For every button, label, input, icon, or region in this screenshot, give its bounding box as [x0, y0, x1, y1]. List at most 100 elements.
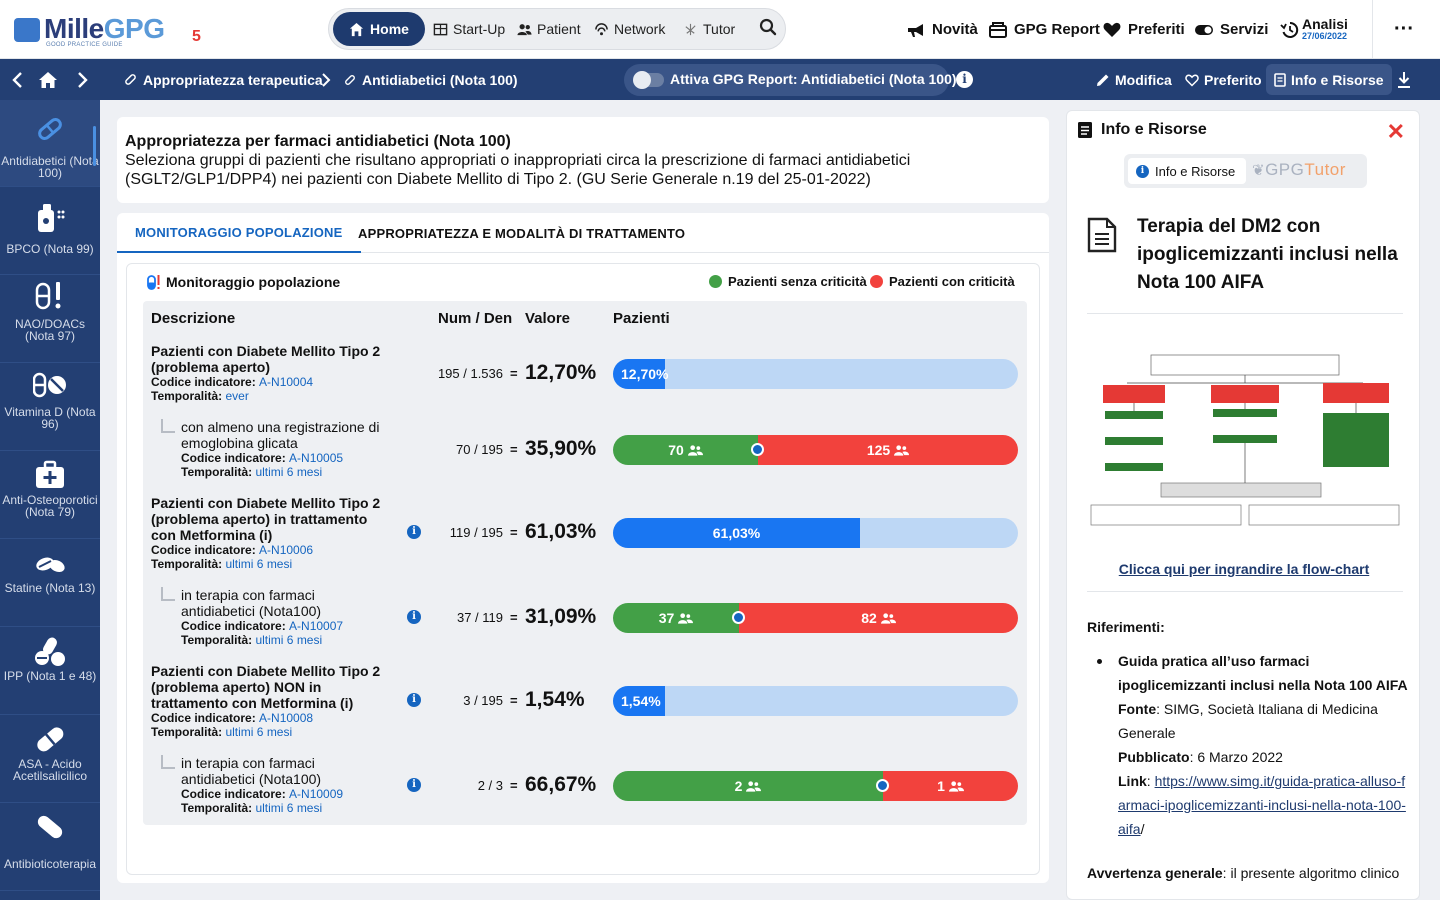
- percent-value: 66,67%: [525, 773, 597, 796]
- sidebar-item-vitamina-d[interactable]: Vitamina D (Nota 96): [0, 364, 100, 451]
- split-bar[interactable]: 70 125: [613, 435, 1018, 465]
- sidebar-item-nao[interactable]: NAO/DOACs (Nota 97): [0, 276, 100, 363]
- users-icon: [894, 445, 910, 456]
- sidebar-item-statine[interactable]: Statine (Nota 13): [0, 540, 100, 627]
- code-value[interactable]: A-N10005: [289, 451, 344, 465]
- code-value[interactable]: A-N10007: [289, 619, 344, 633]
- split-marker: [732, 611, 745, 624]
- temp-label: Temporalità:: [151, 557, 223, 571]
- millegpg-logo[interactable]: MilleGPG GOOD PRACTICE GUIDE 5: [14, 12, 204, 48]
- code-value[interactable]: A-N10006: [259, 543, 314, 557]
- split-bar[interactable]: 2 1: [613, 771, 1018, 801]
- ko-segment[interactable]: 82: [739, 603, 1018, 633]
- nav-startup[interactable]: Start-Up: [433, 12, 505, 46]
- table-row[interactable]: in terapia con farmaci antidiabetici (No…: [143, 755, 1027, 819]
- document-icon: [1274, 72, 1286, 87]
- sidebar-item-asa[interactable]: ASA - Acido Acetilsalicilico: [0, 716, 100, 803]
- sidebar-item-bpco[interactable]: BPCO (Nota 99): [0, 188, 100, 275]
- temp-label: Temporalità:: [181, 633, 253, 647]
- ok-segment[interactable]: 37: [613, 603, 739, 633]
- info-icon[interactable]: i: [407, 693, 421, 707]
- gpg-report-button[interactable]: GPG Report: [988, 0, 1100, 59]
- toggle-switch[interactable]: [633, 71, 664, 89]
- progress-label: 12,70%: [621, 366, 669, 382]
- ok-segment[interactable]: 70: [613, 435, 758, 465]
- info-icon[interactable]: i: [407, 778, 421, 792]
- ko-count: 125: [866, 442, 891, 458]
- nav-patient[interactable]: Patient: [517, 12, 581, 46]
- segment-info-risorse[interactable]: i Info e Risorse: [1128, 158, 1246, 184]
- ok-segment[interactable]: 2: [613, 771, 883, 801]
- temp-value: ultimi 6 mesi: [255, 633, 323, 647]
- alert-pill-icon: [147, 275, 160, 290]
- info-risorse-button[interactable]: Info e Risorse: [1266, 64, 1392, 95]
- nav-home[interactable]: Home: [333, 12, 425, 46]
- table-row[interactable]: Pazienti con Diabete Mellito Tipo 2 (pro…: [143, 495, 1027, 571]
- table-row[interactable]: Pazienti con Diabete Mellito Tipo 2 (pro…: [143, 663, 1027, 739]
- preferito-button[interactable]: Preferito: [1185, 59, 1262, 100]
- info-icon[interactable]: i: [407, 610, 421, 624]
- modifica-button[interactable]: Modifica: [1096, 59, 1172, 100]
- enlarge-flowchart-link[interactable]: Clicca qui per ingrandire la flow-chart: [1118, 561, 1370, 577]
- toggle-label: Attiva GPG Report: Antidiabetici (Nota 1…: [670, 71, 957, 87]
- page-title: Appropriatezza per farmaci antidiabetici…: [125, 133, 511, 150]
- code-label: Codice indicatore:: [181, 619, 286, 633]
- info-risorse-panel: Info e Risorse ✕ i Info e Risorse ❦GPGTu…: [1066, 110, 1420, 900]
- info-icon[interactable]: i: [956, 71, 973, 88]
- ko-segment[interactable]: 125: [758, 435, 1018, 465]
- tab-bar: MONITORAGGIO POPOLAZIONE APPROPRIATEZZA …: [117, 213, 1049, 253]
- preferiti-button[interactable]: Preferiti: [1102, 0, 1185, 59]
- tab-monitoraggio-popolazione[interactable]: MONITORAGGIO POPOLAZIONE: [117, 213, 361, 253]
- segment-gpg-tutor[interactable]: ❦GPGTutor: [1252, 160, 1346, 180]
- gpg-report-toggle[interactable]: Attiva GPG Report: Antidiabetici (Nota 1…: [624, 64, 957, 96]
- row-code: Codice indicatore: A-N10005: [181, 451, 391, 465]
- tutor-icon: [685, 23, 696, 35]
- forward-arrow-icon[interactable]: [72, 70, 92, 90]
- modifica-label: Modifica: [1115, 71, 1172, 88]
- nav-network[interactable]: Network: [594, 12, 665, 46]
- flow-chart-image[interactable]: [1087, 353, 1403, 533]
- sidebar-item-ipp[interactable]: IPP (Nota 1 e 48): [0, 628, 100, 715]
- users-icon: [948, 781, 964, 792]
- table-row[interactable]: in terapia con farmaci antidiabetici (No…: [143, 587, 1027, 651]
- table-row[interactable]: Pazienti con Diabete Mellito Tipo 2 (pro…: [143, 343, 1027, 407]
- num-den-value: 70 / 195: [456, 442, 503, 457]
- novita-button[interactable]: Novità: [906, 0, 978, 59]
- more-menu-icon[interactable]: ···: [1394, 18, 1414, 40]
- code-value[interactable]: A-N10009: [289, 787, 344, 801]
- code-value[interactable]: A-N10008: [259, 711, 314, 725]
- progress-bar[interactable]: 1,54%: [613, 686, 1018, 716]
- breadcrumb-item-antidiabetici[interactable]: Antidiabetici (Nota 100): [344, 59, 518, 100]
- topbar-divider: [1372, 0, 1373, 59]
- equals-sign: =: [510, 525, 518, 540]
- segment-tutor-a: GPG: [1265, 160, 1305, 179]
- code-value[interactable]: A-N10004: [259, 375, 314, 389]
- legend-ko: Pazienti con criticità: [870, 274, 1015, 289]
- sidebar-label: Anti-Osteoporotici (Nota 79): [2, 493, 98, 519]
- home-icon[interactable]: [38, 70, 58, 90]
- table-row[interactable]: con almeno una registrazione di emoglobi…: [143, 419, 1027, 483]
- download-icon[interactable]: [1396, 71, 1412, 89]
- sidebar-item-antibioticoterapia[interactable]: Antibioticoterapia: [0, 804, 100, 891]
- progress-bar[interactable]: 61,03%: [613, 518, 1018, 548]
- sidebar-item-anti-osteoporotici[interactable]: Anti-Osteoporotici (Nota 79): [0, 452, 100, 539]
- reference-link[interactable]: https://www.simg.it/guida-pratica-alluso…: [1118, 773, 1406, 837]
- percent-value: 35,90%: [525, 437, 597, 460]
- close-icon[interactable]: ✕: [1386, 119, 1405, 144]
- split-bar[interactable]: 37 82: [613, 603, 1018, 633]
- servizi-button[interactable]: Servizi: [1194, 0, 1268, 59]
- sidebar-item-antidiabetici[interactable]: Antidiabetici (Nota 100): [0, 100, 100, 187]
- info-icon[interactable]: i: [407, 525, 421, 539]
- resource-heading: Terapia del DM2 con ipoglicemizzanti inc…: [1137, 216, 1398, 293]
- ko-segment[interactable]: 1: [883, 771, 1018, 801]
- search-icon[interactable]: [759, 18, 777, 36]
- tab-appropriatezza-trattamento[interactable]: APPROPRIATEZZA E MODALITÀ DI TRATTAMENTO: [358, 213, 685, 253]
- logo-version: 5: [192, 28, 201, 45]
- progress-bar[interactable]: 12,70%: [613, 359, 1018, 389]
- breadcrumb-item-appropriatezza[interactable]: Appropriatezza terapeutica: [124, 59, 323, 100]
- info-panel-title-label: Info e Risorse: [1101, 121, 1207, 138]
- nav-tutor[interactable]: Tutor: [683, 12, 735, 46]
- back-arrow-icon[interactable]: [8, 70, 28, 90]
- segment-label: Info e Risorse: [1155, 163, 1236, 179]
- temp-value: ultimi 6 mesi: [225, 725, 293, 739]
